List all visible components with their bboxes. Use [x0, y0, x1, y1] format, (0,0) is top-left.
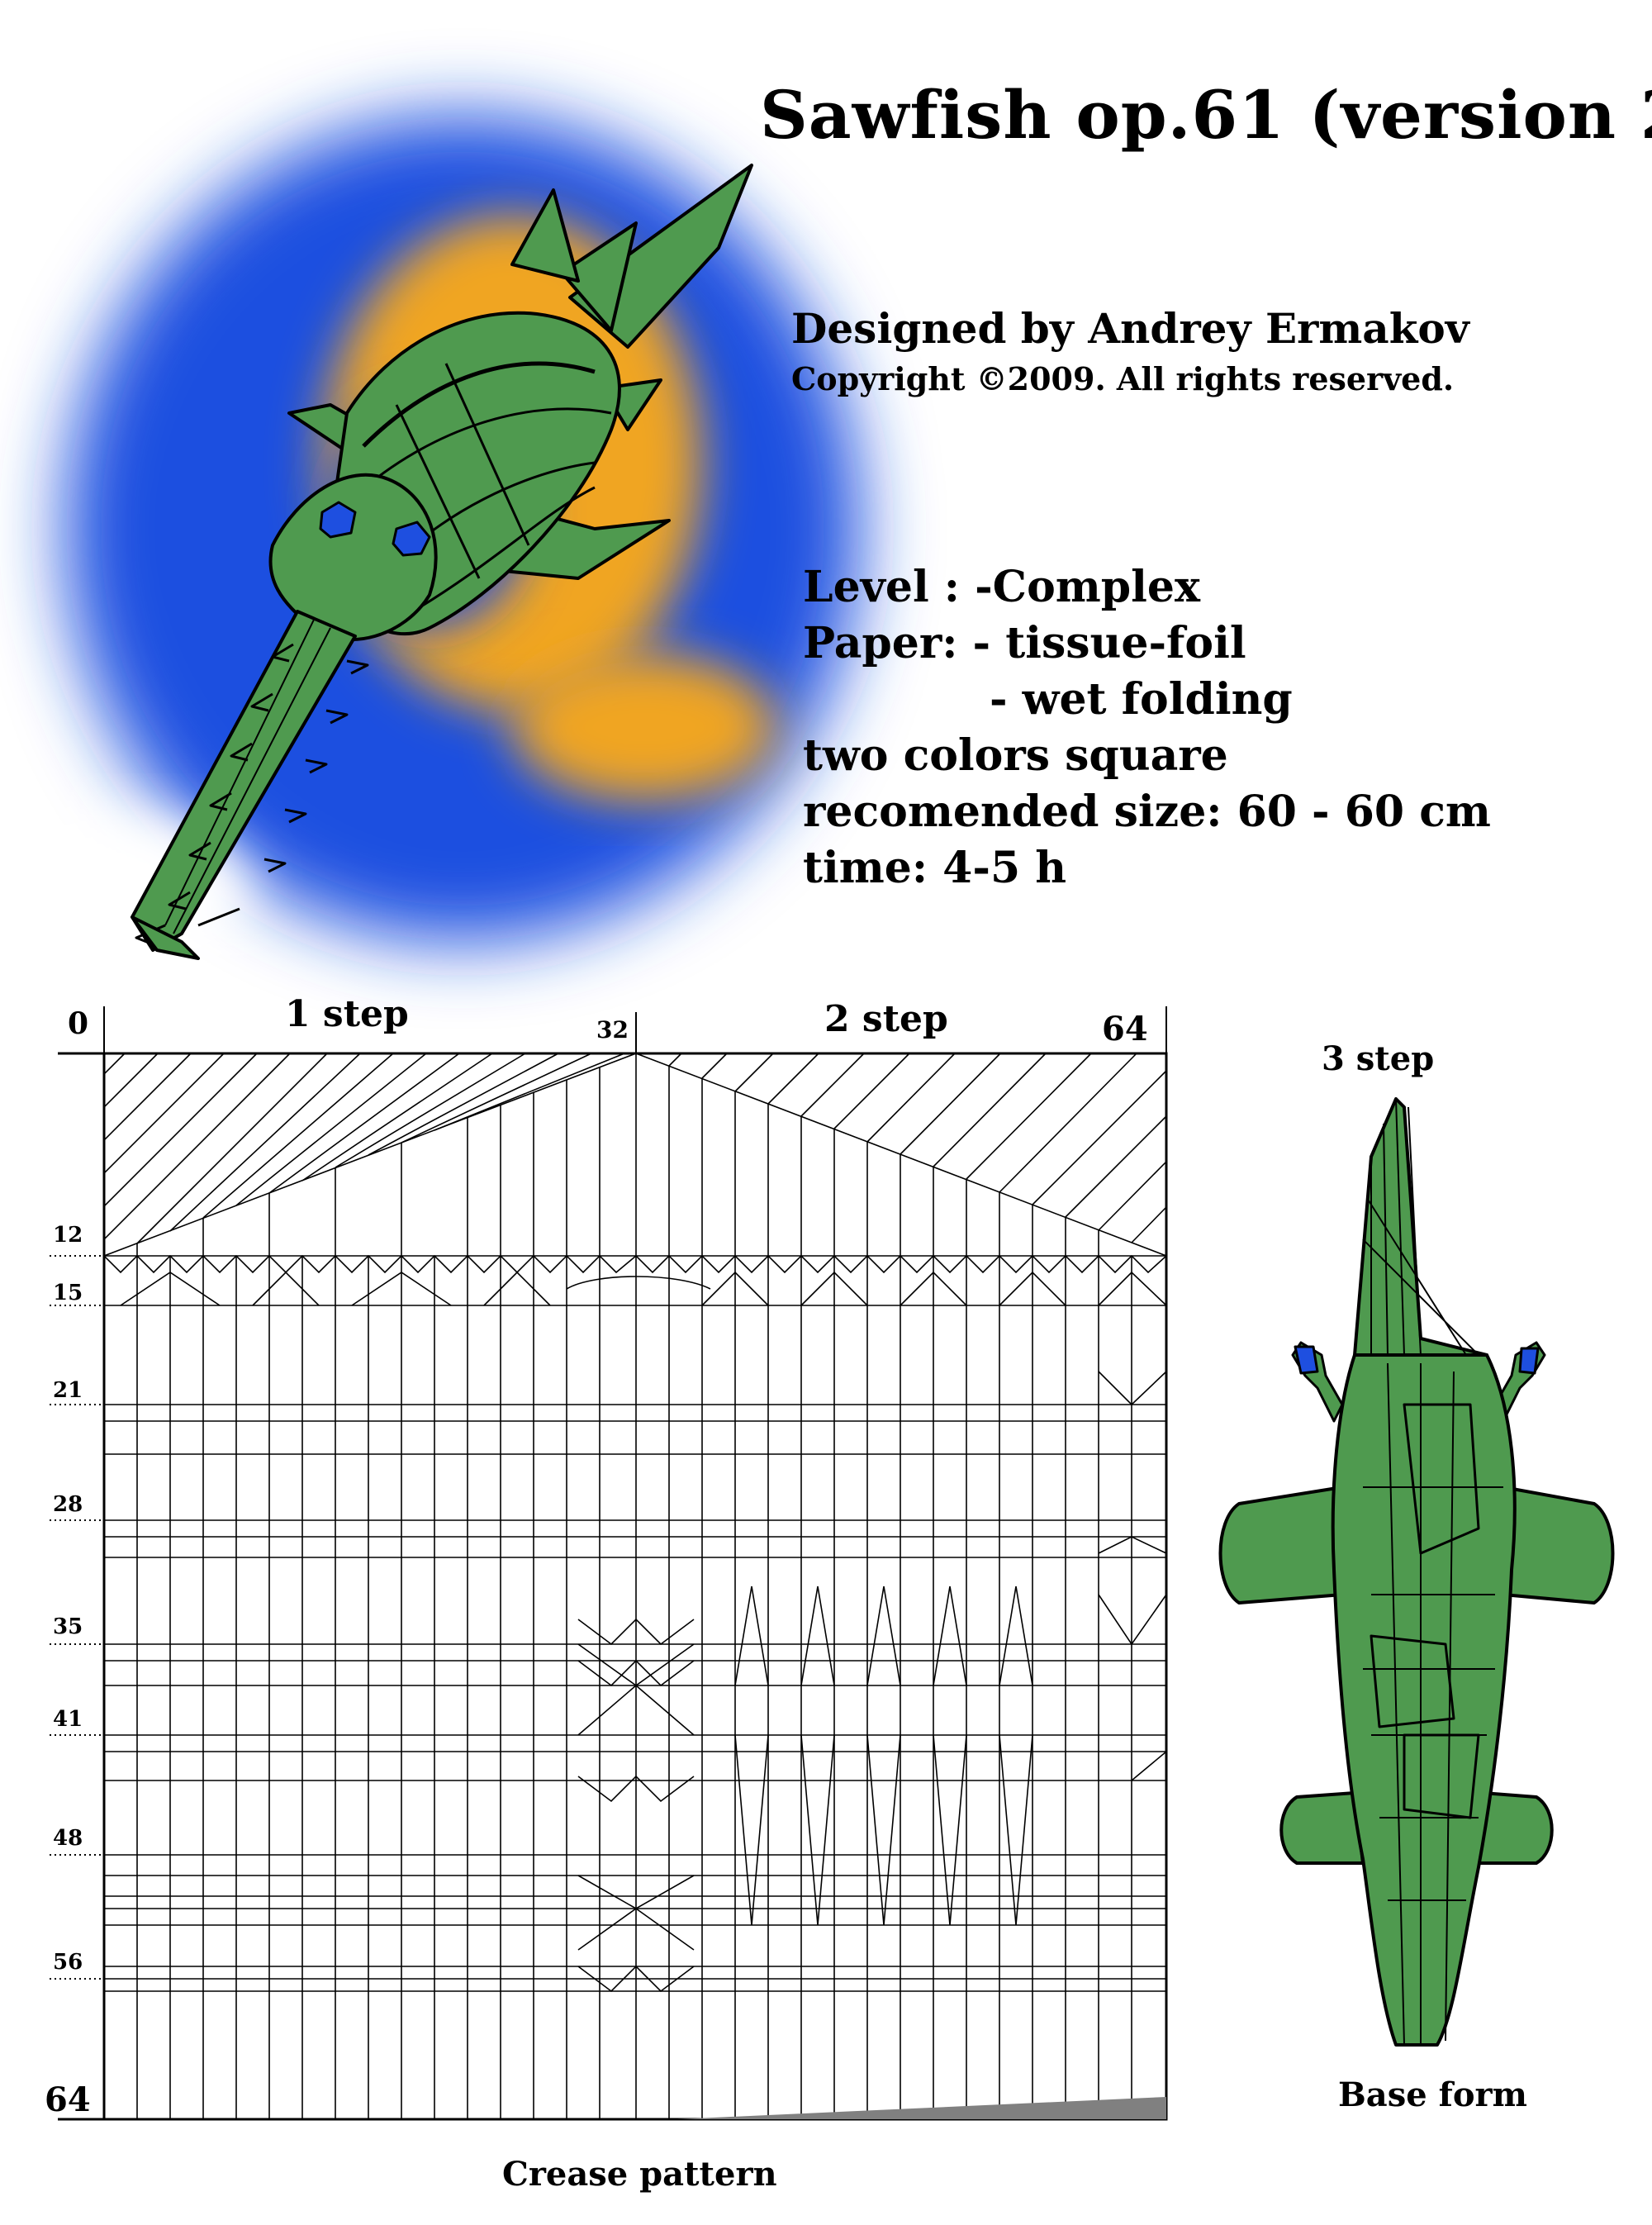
- right-eye-icon: [392, 521, 431, 557]
- spec-level: Level : -Complex: [803, 562, 1200, 612]
- ruler-top-64: 64: [1102, 1010, 1148, 1048]
- spec-size: recomended size: 60 - 60 cm: [803, 787, 1491, 837]
- right-antenna-eye-icon: [1518, 1347, 1540, 1375]
- ruler-left-48: 48: [53, 1826, 83, 1851]
- left-antenna-eye-icon: [1294, 1345, 1319, 1375]
- page-title: Sawfish op.61 (version 2): [760, 76, 1652, 154]
- ruler-left-41: 41: [53, 1707, 83, 1732]
- ruler-left-15: 15: [53, 1281, 83, 1305]
- crease-pattern-caption: Crease pattern: [502, 2155, 777, 2194]
- ruler-left-21: 21: [53, 1378, 83, 1403]
- base-form-illustration: [1218, 1097, 1615, 2047]
- ruler-left-64: 64: [45, 2080, 91, 2119]
- spec-paper-method: - wet folding: [990, 674, 1293, 725]
- ruler-left-56: 56: [53, 1950, 83, 1975]
- ruler-top-32: 32: [596, 1016, 629, 1044]
- crease-pattern: [50, 1006, 1168, 2121]
- ruler-left-12: 12: [53, 1223, 83, 1248]
- step-3-label: 3 step: [1322, 1039, 1435, 1078]
- spec-color: two colors square: [803, 730, 1228, 781]
- base-form-caption: Base form: [1338, 2075, 1527, 2114]
- step-2-label: 2 step: [824, 998, 948, 1040]
- designer-credit: Designed by Andrey Ermakov: [791, 304, 1469, 353]
- spec-paper: Paper: - tissue-foil: [803, 618, 1246, 668]
- ruler-left-35: 35: [53, 1614, 83, 1639]
- left-eye-icon: [319, 501, 357, 539]
- ruler-left-28: 28: [53, 1492, 83, 1517]
- step-1-label: 1 step: [285, 993, 409, 1035]
- ruler-top-0: 0: [68, 1006, 89, 1041]
- sawfish-illustration: [131, 164, 753, 960]
- copyright-notice: Copyright ©2009. All rights reserved.: [791, 360, 1455, 397]
- spec-time: time: 4-5 h: [803, 843, 1067, 893]
